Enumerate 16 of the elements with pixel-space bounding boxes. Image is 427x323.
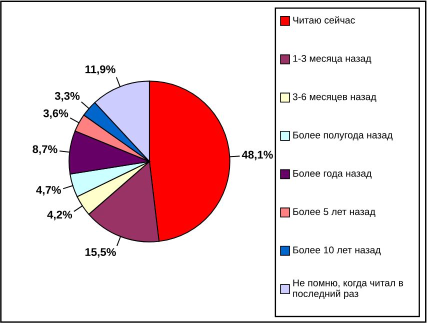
legend-label: Читаю сейчас [293,16,355,24]
data-label: 4,2% [47,210,72,220]
legend-label: 3-6 месяцев назад [292,93,376,102]
data-label: 8,7% [32,145,58,155]
legend-label: Более 10 лет назад [293,246,381,256]
data-label: 3,3% [54,92,80,102]
legend-label: Не помню, когда читал в последний раз [293,280,404,299]
legend-label: Более 5 лет назад [293,208,376,217]
legend-label: Более полугода назад [293,132,393,140]
data-label: 11,9% [86,65,116,75]
data-label: 15,5% [85,248,116,258]
data-label: 48,1% [242,150,273,160]
data-label: 4,7% [36,186,61,196]
data-label: 3,6% [43,109,68,119]
legend-label: 1-3 месяца назад [293,55,372,64]
legend-label: Более года назад [293,170,372,179]
